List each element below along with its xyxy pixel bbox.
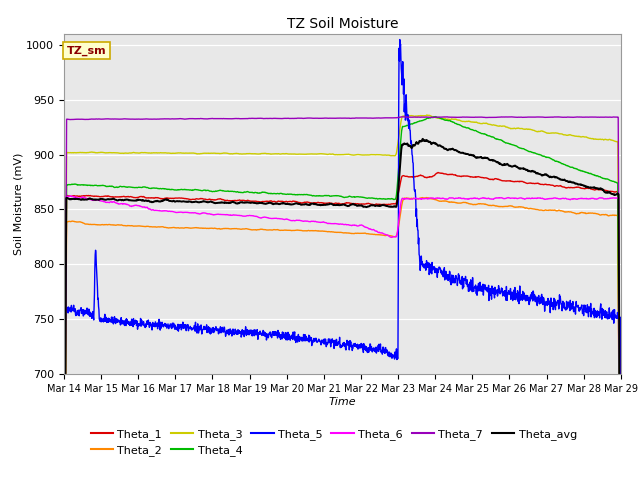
Theta_2 [126,223,134,228]
Line: Theta_6: Theta_6 [64,196,621,480]
Theta_6 [378,230,385,236]
Line: Theta_3: Theta_3 [64,115,621,480]
Theta_1 [308,200,316,206]
Theta_avg [318,202,326,208]
Theta_6 [67,193,74,199]
Theta_2 [308,228,316,234]
Theta_7 [398,114,406,120]
Theta_7 [103,116,111,122]
Theta_3 [423,112,431,118]
X-axis label: Time: Time [328,397,356,407]
Theta_7 [318,115,326,121]
Line: Theta_4: Theta_4 [64,117,621,480]
Theta_2 [103,222,111,228]
Theta_5 [377,349,385,355]
Theta_6 [308,218,316,224]
Theta_4 [126,184,134,190]
Theta_3 [377,152,385,157]
Theta_avg [296,201,304,207]
Theta_avg [308,201,316,206]
Theta_5 [308,343,316,348]
Theta_3 [308,151,316,157]
Theta_1 [377,202,385,207]
Theta_2 [377,232,385,238]
Theta_5 [126,323,134,328]
Line: Theta_2: Theta_2 [64,198,621,480]
Theta_avg [377,203,385,209]
Theta_6 [318,219,326,225]
Theta_2 [318,228,326,234]
Theta_1 [296,200,304,205]
Theta_4 [377,196,385,202]
Theta_5 [103,316,111,322]
Line: Theta_avg: Theta_avg [64,139,621,480]
Theta_3 [126,150,134,156]
Line: Theta_1: Theta_1 [64,172,621,480]
Line: Theta_7: Theta_7 [64,117,621,480]
Theta_avg [103,196,111,202]
Theta_5 [318,337,326,343]
Theta_avg [126,197,134,203]
Theta_6 [297,218,305,224]
Theta_3 [296,151,304,157]
Theta_4 [308,192,316,198]
Theta_5 [60,303,68,309]
Theta_5 [296,336,304,342]
Theta_1 [126,194,134,200]
Theta_avg [419,136,427,142]
Theta_5 [396,36,404,42]
Theta_3 [103,150,111,156]
Theta_7 [296,115,304,121]
Title: TZ Soil Moisture: TZ Soil Moisture [287,17,398,31]
Theta_2 [296,228,304,233]
Y-axis label: Soil Moisture (mV): Soil Moisture (mV) [13,153,24,255]
Text: TZ_sm: TZ_sm [67,46,106,56]
Theta_4 [318,193,326,199]
Theta_6 [104,199,111,205]
Theta_1 [103,193,111,199]
Theta_4 [296,192,304,198]
Theta_4 [432,114,440,120]
Theta_6 [126,203,134,209]
Theta_7 [126,116,134,122]
Theta_1 [434,169,442,175]
Theta_1 [318,200,326,205]
Legend: Theta_1, Theta_2, Theta_3, Theta_4, Theta_5, Theta_6, Theta_7, Theta_avg: Theta_1, Theta_2, Theta_3, Theta_4, Thet… [86,424,581,460]
Theta_4 [103,184,111,190]
Theta_3 [318,151,326,156]
Theta_7 [377,115,385,121]
Theta_7 [308,115,316,121]
Theta_2 [422,195,430,201]
Line: Theta_5: Theta_5 [64,39,621,480]
